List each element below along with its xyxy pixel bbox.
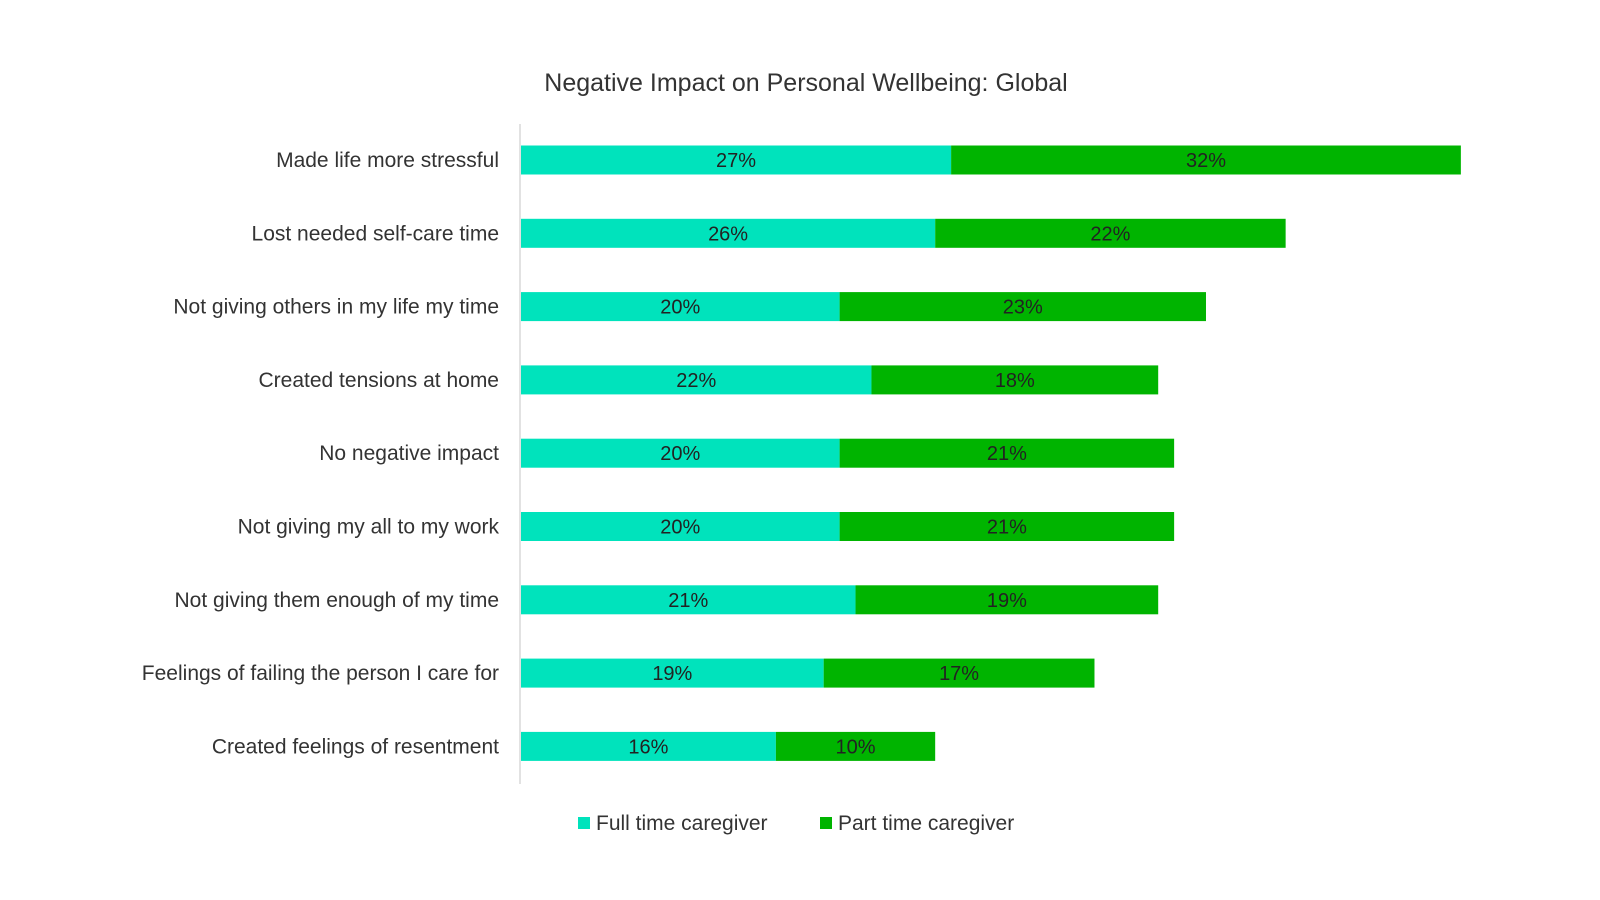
category-label: Not giving my all to my work — [238, 516, 500, 539]
bar-segment-full-time — [521, 145, 952, 175]
legend-swatch-full-time — [578, 817, 590, 829]
bar-segment-full-time — [521, 292, 840, 322]
bar-value-label: 22% — [676, 370, 716, 392]
bar-segment-full-time — [521, 512, 840, 541]
bar-data-labels: 27% 32% 26% 22% 20% 23% 22% 18% 20% 21% 20% 21% 21% 1… — [628, 150, 1226, 758]
bar-segment-part-time — [935, 218, 1286, 248]
bar-value-label: 22% — [1090, 223, 1130, 245]
legend-swatch-part-time — [820, 817, 832, 829]
bar-value-label: 20% — [660, 443, 700, 465]
bar-value-label: 16% — [628, 736, 668, 758]
bar-segment-part-time — [839, 512, 1175, 541]
bar-value-label: 23% — [1003, 297, 1043, 319]
bar-segment-part-time — [823, 658, 1095, 688]
bar-value-label: 32% — [1186, 150, 1226, 172]
category-label: Created feelings of resentment — [212, 735, 499, 758]
chart-title: Negative Impact on Personal Wellbeing: G… — [544, 69, 1067, 97]
bar-value-label: 18% — [995, 370, 1035, 392]
bar-segment-full-time — [521, 585, 856, 615]
bars — [521, 145, 1461, 761]
bar-value-label: 19% — [987, 590, 1027, 612]
bar-value-label: 27% — [716, 150, 756, 172]
bar-segment-part-time — [775, 731, 936, 761]
bar-segment-part-time — [839, 438, 1175, 468]
bar-value-label: 21% — [668, 590, 708, 612]
bar-segment-part-time — [951, 145, 1461, 175]
legend-label-part-time: Part time caregiver — [838, 812, 1014, 835]
bar-segment-full-time — [521, 365, 872, 395]
bar-value-label: 10% — [836, 736, 876, 758]
legend: Full time caregiver Part time caregiver — [578, 812, 1014, 835]
bar-segment-part-time — [855, 585, 1159, 615]
bar-value-label: 21% — [987, 443, 1027, 465]
bar-value-label: 20% — [660, 297, 700, 319]
bar-value-label: 19% — [652, 663, 692, 685]
legend-label-full-time: Full time caregiver — [596, 812, 768, 835]
bar-value-label: 17% — [939, 663, 979, 685]
bar-value-label: 26% — [708, 223, 748, 245]
category-labels: Made life more stressful Lost needed self… — [142, 149, 500, 758]
category-label: Lost needed self-care time — [252, 222, 499, 245]
category-label: Not giving others in my life my time — [173, 296, 499, 319]
category-label: No negative impact — [319, 442, 499, 465]
bar-value-label: 20% — [660, 517, 700, 539]
category-label: Not giving them enough of my time — [175, 589, 500, 612]
category-label: Created tensions at home — [259, 369, 499, 392]
category-label: Feelings of failing the person I care fo… — [142, 662, 499, 685]
bar-segment-full-time — [521, 731, 776, 761]
bar-segment-full-time — [521, 438, 840, 468]
bar-value-label: 21% — [987, 517, 1027, 539]
bar-segment-full-time — [521, 218, 936, 248]
bar-segment-part-time — [871, 365, 1159, 395]
category-label: Made life more stressful — [276, 149, 499, 172]
bar-segment-full-time — [521, 658, 824, 688]
bar-segment-part-time — [839, 292, 1206, 322]
